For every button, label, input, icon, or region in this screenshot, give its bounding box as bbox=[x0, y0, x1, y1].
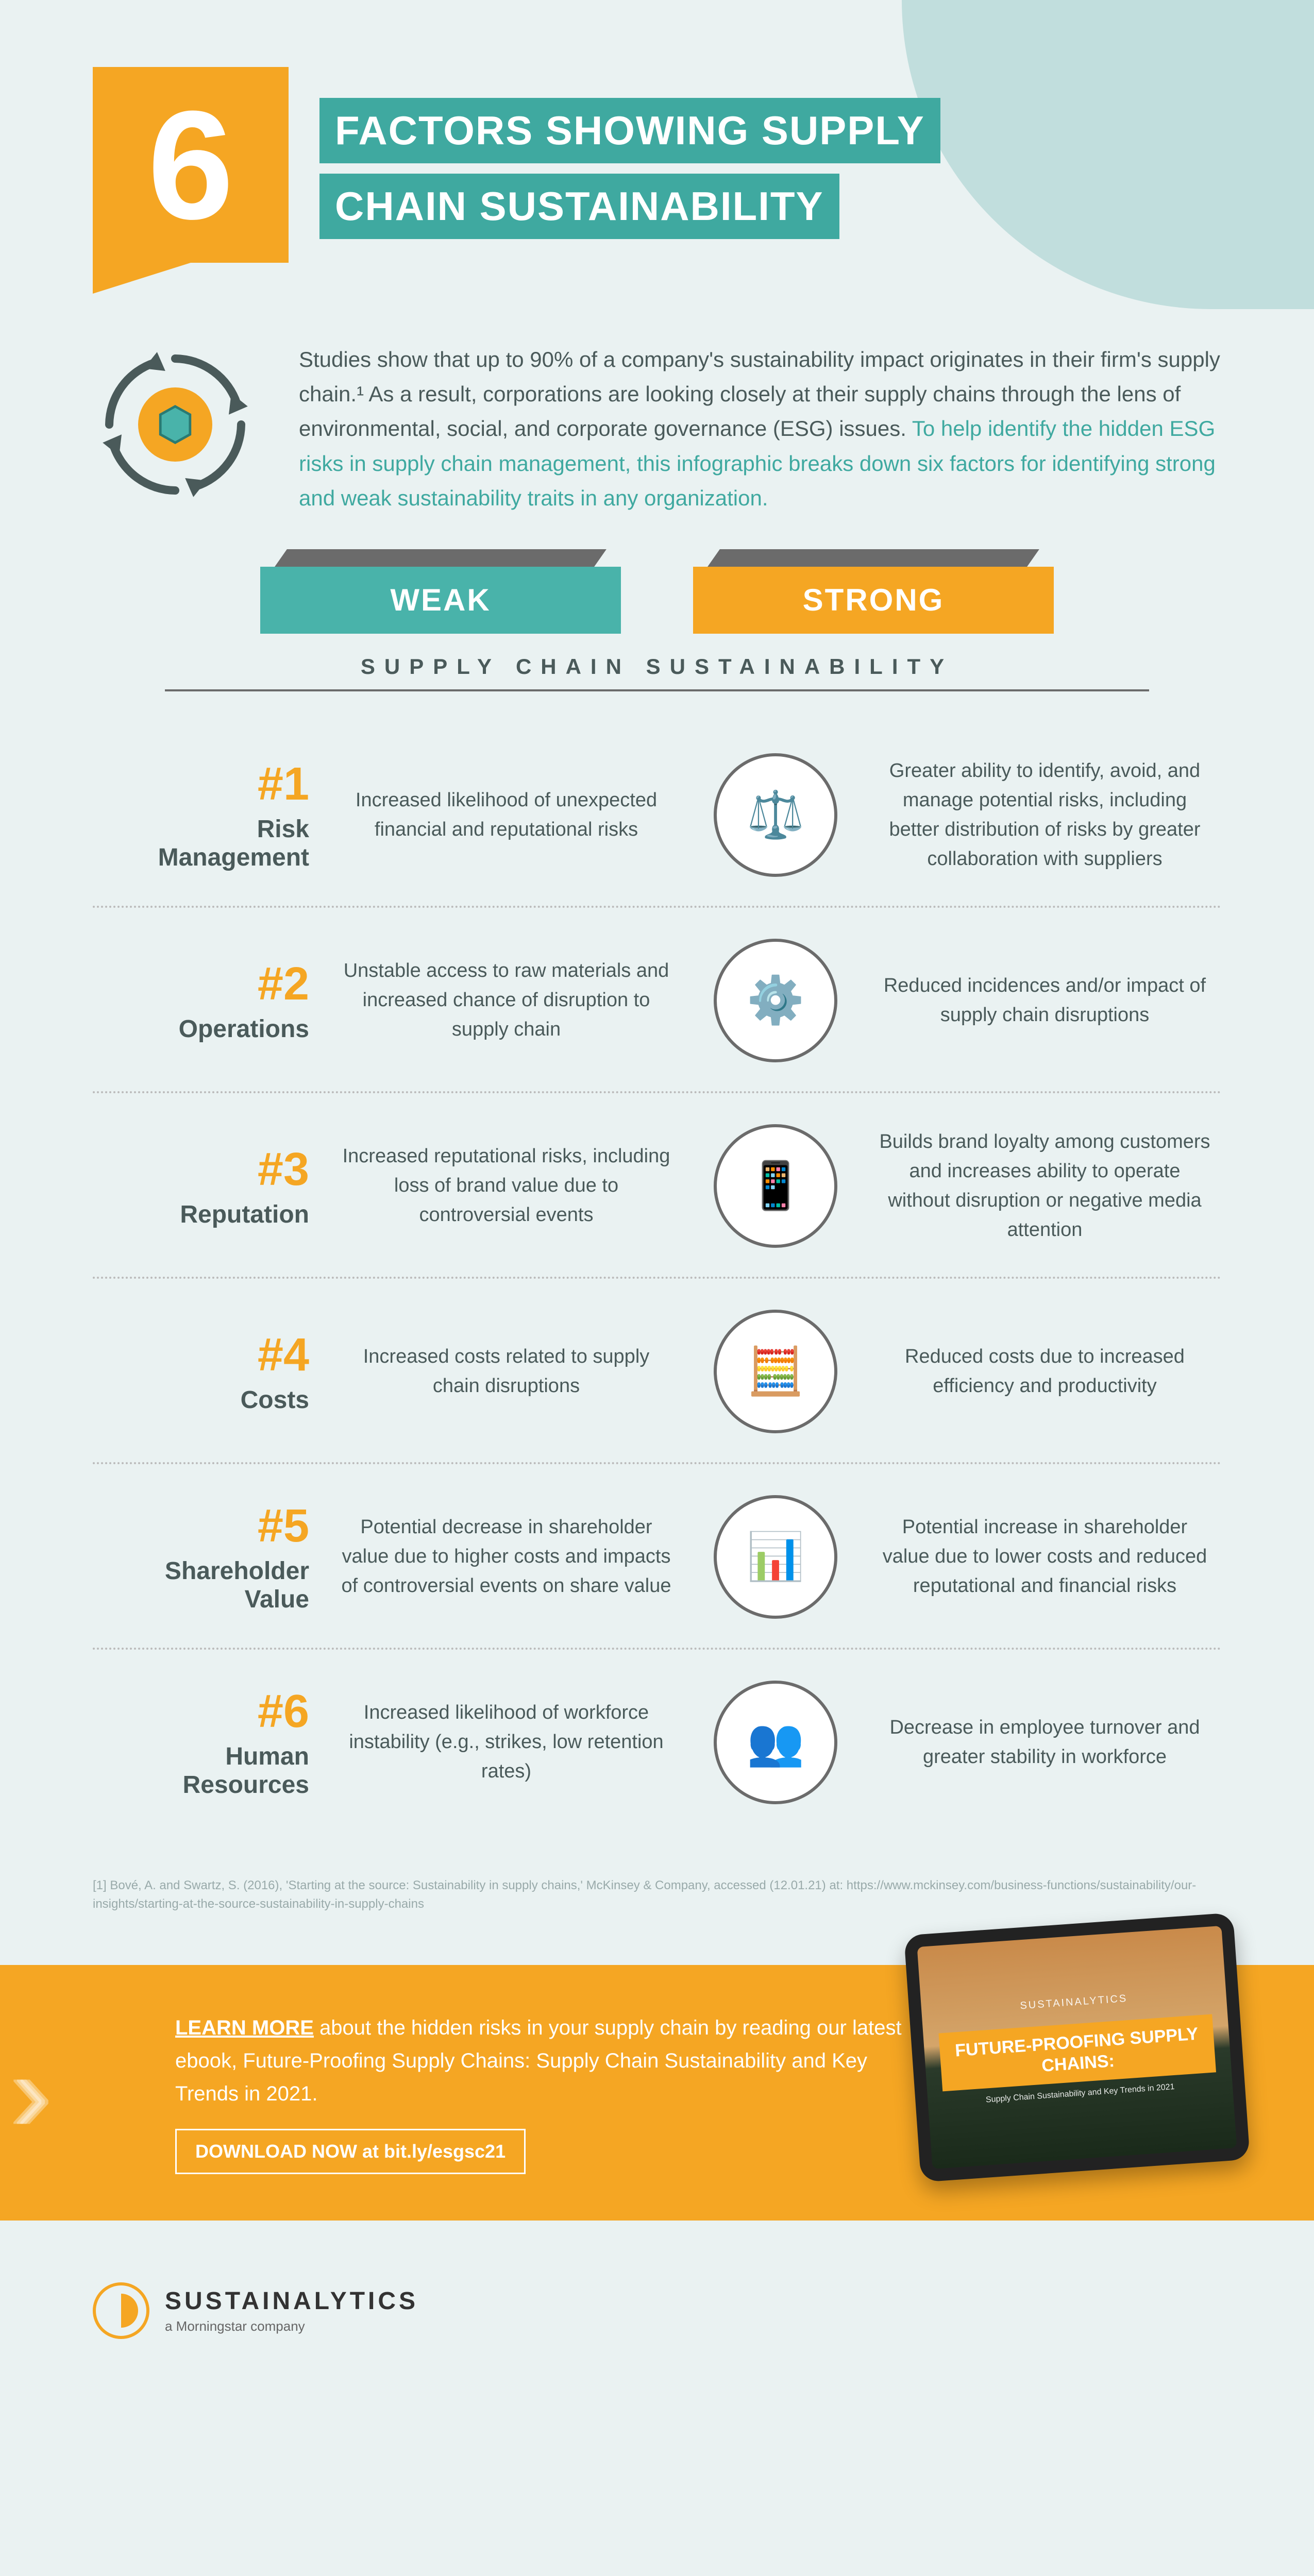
factor-icon: ⚙️ bbox=[714, 939, 837, 1062]
factor-label: Operations bbox=[93, 1015, 309, 1043]
factor-icon: 📱 bbox=[714, 1124, 837, 1248]
infographic-page: 6 FACTORS SHOWING SUPPLY CHAIN SUSTAINAB… bbox=[0, 0, 1314, 2391]
factor-hash: #6 bbox=[93, 1685, 309, 1738]
footer-brand: SUSTAINALYTICS bbox=[165, 2287, 418, 2315]
tablet-mockup: SUSTAINALYTICS FUTURE-PROOFING SUPPLY CH… bbox=[904, 1912, 1250, 2182]
factor-label: HumanResources bbox=[93, 1742, 309, 1799]
factor-icon: 🧮 bbox=[714, 1310, 837, 1433]
factor-icon: ⚖️ bbox=[714, 753, 837, 877]
subtitle: SUPPLY CHAIN SUSTAINABILITY bbox=[0, 634, 1314, 689]
factor-number-block: #3 Reputation bbox=[93, 1143, 309, 1229]
factor-strong-text: Potential increase in shareholder value … bbox=[868, 1513, 1221, 1601]
factor-weak-text: Increased likelihood of workforce instab… bbox=[330, 1698, 683, 1786]
factor-number-block: #1RiskManagement bbox=[93, 758, 309, 872]
tablet-logo-text: SUSTAINALYTICS bbox=[1020, 1993, 1128, 2012]
factor-row: #4 Costs Increased costs related to supply… bbox=[93, 1279, 1221, 1464]
factor-hash: #2 bbox=[93, 958, 309, 1011]
factor-strong-text: Reduced costs due to increased efficienc… bbox=[868, 1342, 1221, 1401]
header: 6 FACTORS SHOWING SUPPLY CHAIN SUSTAINAB… bbox=[0, 0, 1314, 291]
factor-number-block: #4 Costs bbox=[93, 1329, 309, 1414]
factor-weak-text: Unstable access to raw materials and inc… bbox=[330, 956, 683, 1044]
factor-number-block: #6HumanResources bbox=[93, 1685, 309, 1799]
big-number: 6 bbox=[148, 88, 234, 242]
factor-label: Costs bbox=[93, 1386, 309, 1414]
tab-weak: WEAK bbox=[260, 567, 621, 634]
factor-label: Reputation bbox=[93, 1200, 309, 1229]
citation-text: [1] Bové, A. and Swartz, S. (2016), 'Sta… bbox=[0, 1835, 1314, 1934]
factor-weak-text: Increased reputational risks, including … bbox=[330, 1142, 683, 1230]
factor-row: #5ShareholderValuePotential decrease in … bbox=[93, 1464, 1221, 1650]
cta-band: ››› LEARN MORE about the hidden risks in… bbox=[0, 1965, 1314, 2221]
download-label: DOWNLOAD NOW bbox=[195, 2141, 357, 2162]
intro-text: Studies show that up to 90% of a company… bbox=[299, 342, 1221, 515]
factor-row: #6HumanResourcesIncreased likelihood of … bbox=[93, 1650, 1221, 1835]
factor-row: #1RiskManagement Increased likelihood of … bbox=[93, 722, 1221, 908]
footer-logo-icon bbox=[93, 2282, 149, 2339]
download-suffix: at bit.ly/esgsc21 bbox=[357, 2141, 506, 2162]
factor-label: RiskManagement bbox=[93, 815, 309, 872]
gear-cycle-icon bbox=[93, 342, 258, 507]
tab-strong: STRONG bbox=[693, 567, 1054, 634]
factor-row: #3 Reputation Increased reputational risks… bbox=[93, 1093, 1221, 1279]
divider bbox=[165, 689, 1149, 691]
factor-strong-text: Greater ability to identify, avoid, and … bbox=[868, 756, 1221, 874]
factor-row: #2 Operations Unstable access to raw mater… bbox=[93, 908, 1221, 1093]
factors-list: #1RiskManagement Increased likelihood of … bbox=[0, 722, 1314, 1835]
download-button[interactable]: DOWNLOAD NOW at bit.ly/esgsc21 bbox=[175, 2129, 526, 2174]
factor-hash: #1 bbox=[93, 758, 309, 811]
factor-number-block: #5ShareholderValue bbox=[93, 1500, 309, 1614]
factor-hash: #5 bbox=[93, 1500, 309, 1553]
factor-number-block: #2 Operations bbox=[93, 958, 309, 1043]
factor-weak-text: Increased costs related to supply chain … bbox=[330, 1342, 683, 1401]
factor-strong-text: Builds brand loyalty among customers and… bbox=[868, 1127, 1221, 1245]
factor-strong-text: Reduced incidences and/or impact of supp… bbox=[868, 971, 1221, 1030]
learn-more-label: LEARN MORE bbox=[175, 2016, 314, 2039]
factor-icon: 📊 bbox=[714, 1495, 837, 1619]
cta-text: LEARN MORE about the hidden risks in you… bbox=[175, 2011, 902, 2110]
tablet-title: FUTURE-PROOFING SUPPLY CHAINS: bbox=[938, 2014, 1216, 2091]
factor-hash: #3 bbox=[93, 1143, 309, 1196]
footer-sub: a Morningstar company bbox=[165, 2318, 418, 2334]
factor-label: ShareholderValue bbox=[93, 1557, 309, 1614]
footer-text: SUSTAINALYTICS a Morningstar company bbox=[165, 2287, 418, 2334]
factor-weak-text: Increased likelihood of unexpected finan… bbox=[330, 786, 683, 844]
tablet-screen: SUSTAINALYTICS FUTURE-PROOFING SUPPLY CH… bbox=[917, 1926, 1237, 2169]
footer: SUSTAINALYTICS a Morningstar company bbox=[0, 2282, 1314, 2339]
intro-row: Studies show that up to 90% of a company… bbox=[0, 291, 1314, 546]
title-line-1: FACTORS SHOWING SUPPLY bbox=[319, 98, 940, 163]
title-line-2: CHAIN SUSTAINABILITY bbox=[319, 174, 839, 239]
factor-weak-text: Potential decrease in shareholder value … bbox=[330, 1513, 683, 1601]
factor-hash: #4 bbox=[93, 1329, 309, 1382]
tabs-row: WEAK STRONG bbox=[0, 546, 1314, 634]
number-badge: 6 bbox=[93, 67, 289, 263]
factor-icon: 👥 bbox=[714, 1681, 837, 1804]
factor-strong-text: Decrease in employee turnover and greate… bbox=[868, 1713, 1221, 1772]
